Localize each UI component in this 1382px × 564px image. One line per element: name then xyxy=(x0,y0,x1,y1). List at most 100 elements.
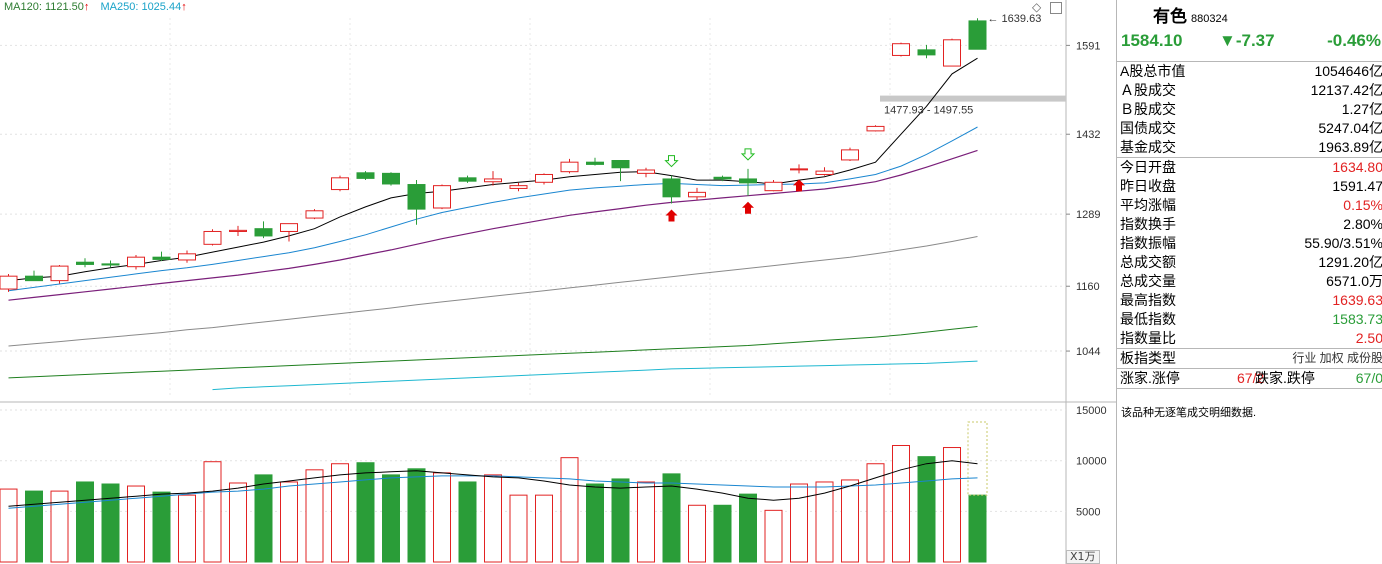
square-icon[interactable] xyxy=(1050,2,1062,14)
row-volume-ratio-label: 指数量比 xyxy=(1120,330,1176,346)
candle xyxy=(662,178,681,198)
row-open: 今日开盘 1634.80 xyxy=(1117,157,1382,177)
volume-bar xyxy=(586,483,604,563)
ma250-arrow-icon: ↑ xyxy=(181,1,187,13)
volume-bar xyxy=(866,463,885,563)
volume-bar xyxy=(484,474,502,563)
candle xyxy=(152,256,171,260)
volume-tick-label: 10000 xyxy=(1076,456,1107,468)
candle xyxy=(50,265,69,282)
chart-area[interactable]: 1044 1160 1289 1432 1591 5000 10000 15000 ← 1639… xyxy=(0,0,1116,564)
candle xyxy=(382,172,400,185)
volume-bar xyxy=(637,481,655,563)
index-code: 880324 xyxy=(1191,13,1228,25)
row-open-value: 1634.80 xyxy=(1332,159,1382,175)
row-amplitude-label: 指数振幅 xyxy=(1120,235,1176,251)
volume-bar xyxy=(841,479,859,563)
price-tick-label: 1591 xyxy=(1076,40,1100,52)
candle xyxy=(611,160,630,169)
volume-bar xyxy=(407,468,426,563)
ma250-label: MA250: 1025.44↑ xyxy=(100,1,186,13)
row-market-cap-label: A股总市值 xyxy=(1120,63,1186,79)
volume-bar xyxy=(305,469,324,563)
price-tick-label: 1432 xyxy=(1076,129,1100,141)
row-prev-close-label: 昨日收盘 xyxy=(1120,178,1176,194)
volume-bar xyxy=(0,488,18,563)
volume-bar xyxy=(713,504,732,563)
ma20-line xyxy=(8,149,978,301)
row-a-share-turnover: Ａ股成交 12137.42亿 xyxy=(1117,81,1382,100)
candle xyxy=(178,253,196,261)
candlestick-chart[interactable]: 1044 1160 1289 1432 1591 5000 10000 15000 ← 1639… xyxy=(0,0,1116,564)
row-avg-change-label: 平均涨幅 xyxy=(1120,197,1176,213)
row-fund-turnover-value: 1963.89亿 xyxy=(1318,139,1382,155)
volume-bar xyxy=(229,482,247,563)
volume-bar xyxy=(203,461,222,563)
row-volume-ratio-value: 2.50 xyxy=(1355,330,1382,346)
volume-ma5-line xyxy=(8,460,978,507)
row-total-volume-label: 总成交量 xyxy=(1120,273,1176,289)
volume-highlight xyxy=(967,421,988,496)
diamond-icon[interactable]: ◇ xyxy=(1032,0,1042,14)
volume-bar xyxy=(560,457,579,563)
row-high: 最高指数 1639.63 xyxy=(1117,291,1382,310)
volume-unit-label: X1万 xyxy=(1066,550,1100,564)
row-prev-close: 昨日收盘 1591.47 xyxy=(1117,177,1382,196)
volume-bar xyxy=(433,472,451,563)
volume-bar xyxy=(382,474,400,563)
price-tick-label: 1160 xyxy=(1076,281,1100,293)
buy-signal-icon xyxy=(742,201,754,214)
row-turnover-rate: 指数换手 2.80% xyxy=(1117,215,1382,234)
last-price: 1584.10 xyxy=(1121,31,1183,50)
candle xyxy=(637,169,655,174)
candle xyxy=(509,185,528,189)
candle xyxy=(0,275,18,290)
candle xyxy=(356,172,375,179)
quote-rows: A股总市值 1054646亿 Ａ股成交 12137.42亿 Ｂ股成交 1.27亿 国债成交 5… xyxy=(1117,61,1382,389)
candle xyxy=(229,229,247,232)
row-index-type: 板指类型 行业 加权 成份股 xyxy=(1117,348,1382,368)
row-index-type-label: 板指类型 xyxy=(1120,350,1176,366)
index-name: 有色 xyxy=(1153,7,1187,26)
volume-bar xyxy=(611,478,630,563)
volume-tick-label: 5000 xyxy=(1076,506,1100,518)
candle xyxy=(535,173,553,183)
volume-bar xyxy=(917,456,936,563)
row-volume-ratio: 指数量比 2.50 xyxy=(1117,329,1382,348)
row-low-value: 1583.73 xyxy=(1332,311,1382,327)
row-market-cap-value: 1054646亿 xyxy=(1314,63,1382,79)
row-market-cap: A股总市值 1054646亿 xyxy=(1117,61,1382,81)
volume-bar xyxy=(152,491,171,563)
row-total-amount: 总成交额 1291.20亿 xyxy=(1117,253,1382,272)
volume-bar xyxy=(331,463,349,563)
volume-tick-label: 15000 xyxy=(1076,405,1107,417)
volume-bar xyxy=(101,483,120,563)
candle xyxy=(25,275,43,282)
candle xyxy=(305,210,324,219)
row-bond-turnover-value: 5247.04亿 xyxy=(1318,120,1382,136)
ma250-value: MA250: 1025.44 xyxy=(100,1,182,13)
volume-bar xyxy=(25,490,43,563)
row-avg-change: 平均涨幅 0.15% xyxy=(1117,196,1382,215)
row-a-share-turnover-value: 12137.42亿 xyxy=(1310,82,1382,98)
candle xyxy=(892,43,910,56)
ma-legend: MA120: 1121.50↑ MA250: 1025.44↑ xyxy=(4,0,187,14)
ma10-line xyxy=(8,126,978,292)
ma120-arrow-icon: ↑ xyxy=(83,1,90,13)
volume-bar xyxy=(688,504,706,563)
ma250-line xyxy=(212,360,978,391)
volume-bar xyxy=(50,490,69,563)
price-change: ▼-7.37 xyxy=(1219,31,1275,50)
candle xyxy=(331,177,349,191)
volume-bar xyxy=(458,481,477,563)
candle xyxy=(586,161,604,165)
volume-bar xyxy=(178,494,196,563)
volume-bar xyxy=(764,509,783,563)
panel-divider xyxy=(1117,388,1382,389)
candle xyxy=(943,39,961,67)
row-fund-turnover: 基金成交 1963.89亿 xyxy=(1117,138,1382,157)
candle xyxy=(484,178,502,183)
candle xyxy=(76,261,94,265)
row-low-label: 最低指数 xyxy=(1120,311,1176,327)
candle xyxy=(560,161,579,173)
